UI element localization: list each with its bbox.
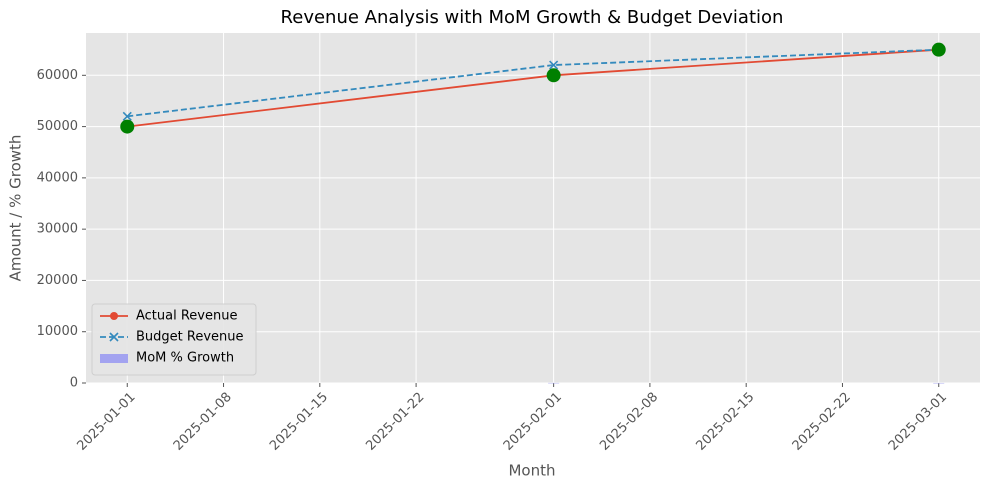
bar xyxy=(548,382,560,384)
y-axis-label: Amount / % Growth xyxy=(7,135,25,282)
x-tick-label: 2025-02-22 xyxy=(790,390,854,454)
legend-label: MoM % Growth xyxy=(136,351,234,366)
y-tick-label: 30000 xyxy=(37,222,78,237)
bar xyxy=(933,382,945,384)
legend-label: Actual Revenue xyxy=(136,309,237,324)
x-tick-label: 2025-01-15 xyxy=(267,390,331,454)
highlight-point xyxy=(931,42,946,57)
y-tick-label: 10000 xyxy=(37,324,78,339)
y-tick-label: 0 xyxy=(70,376,78,391)
legend-swatch xyxy=(100,354,128,363)
legend-label: Budget Revenue xyxy=(136,330,244,345)
legend-marker xyxy=(109,332,119,342)
marker xyxy=(549,60,559,70)
highlight-point xyxy=(120,119,135,134)
x-tick-label: 2025-01-08 xyxy=(171,390,235,454)
line xyxy=(127,48,939,118)
legend-box xyxy=(91,303,257,376)
highlight-point xyxy=(546,68,561,83)
y-tick-label: 60000 xyxy=(37,68,78,83)
x-tick-label: 2025-01-01 xyxy=(75,390,139,454)
chart-title: Revenue Analysis with MoM Growth & Budge… xyxy=(281,7,784,28)
legend: Actual Revenue Budget Revenue MoM % Growth xyxy=(91,303,257,376)
x-tick-label: 2025-03-01 xyxy=(886,390,950,454)
marker xyxy=(122,111,132,121)
x-tick-label: 2025-02-15 xyxy=(693,390,757,454)
y-tick-label: 40000 xyxy=(37,170,78,185)
x-axis-label: Month xyxy=(508,462,555,480)
x-tick-label: 2025-01-22 xyxy=(363,390,427,454)
x-tick-label: 2025-02-01 xyxy=(501,390,565,454)
legend-marker xyxy=(110,312,118,320)
y-tick-label: 20000 xyxy=(37,273,78,288)
x-tick-label: 2025-02-08 xyxy=(597,390,661,454)
y-tick-label: 50000 xyxy=(37,119,78,134)
